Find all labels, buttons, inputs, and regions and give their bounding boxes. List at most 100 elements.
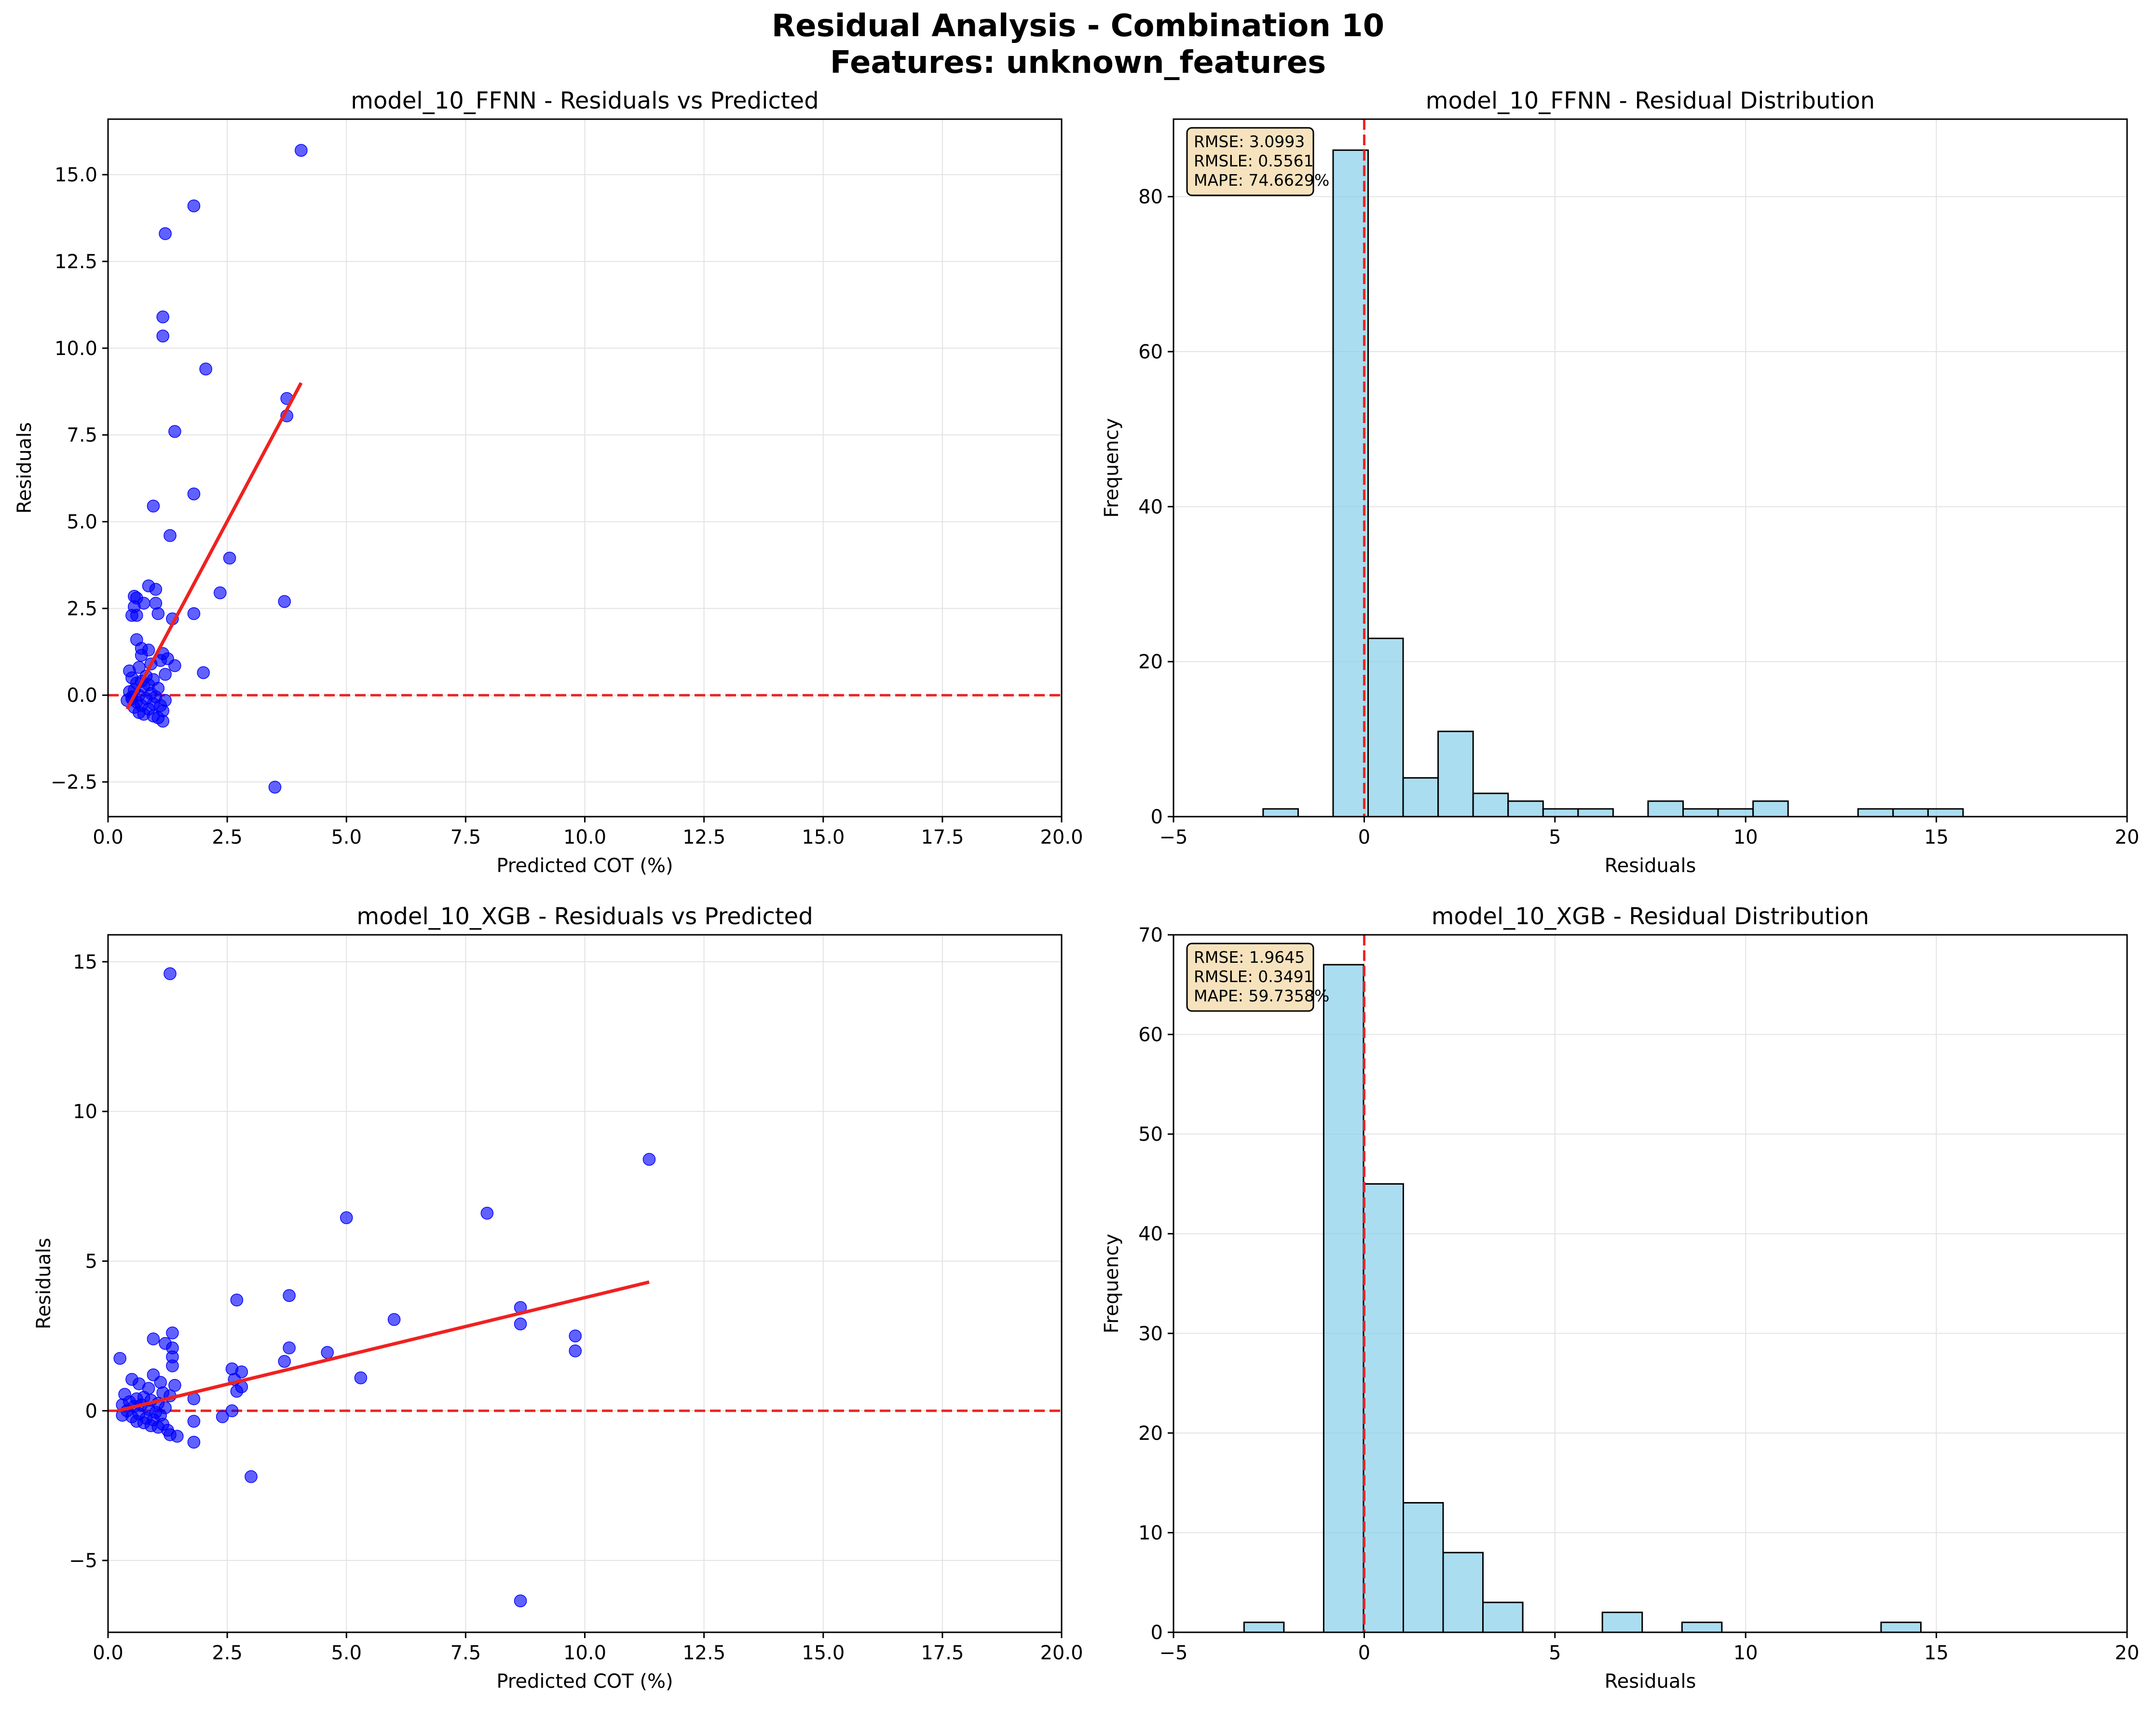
scatter-point <box>283 1341 296 1354</box>
x-tick-label: 2.5 <box>212 1642 243 1664</box>
scatter-point <box>159 668 172 681</box>
scatter-point <box>159 227 172 240</box>
y-tick-label: −5 <box>69 1550 97 1572</box>
x-tick-label: 15 <box>1924 1642 1949 1664</box>
x-tick-label: 20.0 <box>1040 1642 1083 1664</box>
figure-subtitle: Features: unknown_features <box>830 45 1326 81</box>
histogram-bar <box>1892 808 1929 817</box>
x-tick-label: 0.0 <box>93 826 123 848</box>
stats-box-frame <box>1186 943 1314 1012</box>
x-tick-label: 10.0 <box>563 826 606 848</box>
histogram-bar <box>1857 808 1894 817</box>
scatter-point <box>135 649 148 662</box>
scatter-point <box>187 199 201 213</box>
scatter-point <box>156 329 169 342</box>
scatter-point <box>514 1317 527 1331</box>
stats-line: RMSLE: 0.5561 <box>1194 151 1314 170</box>
stats-line: MAPE: 59.7358% <box>1194 986 1329 1005</box>
scatter-point <box>283 1289 296 1302</box>
x-tick-label: 0 <box>1358 826 1370 848</box>
scatter-point <box>321 1346 334 1359</box>
trend-line <box>125 382 303 710</box>
histogram-bar <box>1437 730 1474 817</box>
x-axis-label: Residuals <box>1605 855 1696 877</box>
scatter-point <box>278 595 291 608</box>
scatter-point <box>223 551 236 565</box>
subplot-title: model_10_FFNN - Residuals vs Predicted <box>351 87 819 114</box>
histogram-bar <box>1363 1183 1404 1632</box>
x-tick-label: 10.0 <box>563 1642 606 1664</box>
x-tick-label: 15 <box>1924 826 1949 848</box>
y-tick-label: 5.0 <box>67 511 97 533</box>
y-tick-label: 0 <box>1151 1622 1163 1644</box>
histogram-bar <box>1601 1612 1643 1632</box>
figure-title: Residual Analysis - Combination 10 <box>771 8 1385 44</box>
y-tick-label: 15 <box>73 951 97 973</box>
stats-box-frame <box>1186 127 1314 196</box>
scatter-point <box>295 144 308 157</box>
scatter-point <box>340 1211 353 1224</box>
axes-frame <box>1173 934 2128 1633</box>
histogram-bar <box>1323 964 1365 1632</box>
subplot-title: model_10_XGB - Residual Distribution <box>1432 903 1869 930</box>
x-tick-label: −5 <box>1160 826 1188 848</box>
x-tick-label: 15.0 <box>802 1642 845 1664</box>
plot-area <box>108 967 1062 1608</box>
scatter-point <box>514 1594 527 1608</box>
y-tick-label: 20 <box>1138 1422 1163 1445</box>
y-axis-label: Residuals <box>14 422 36 514</box>
y-tick-label: 5 <box>85 1250 97 1272</box>
x-tick-label: 20 <box>2115 826 2140 848</box>
y-tick-label: 10 <box>73 1101 97 1123</box>
histogram-bar <box>1880 1621 1922 1632</box>
scatter-point <box>214 586 227 600</box>
scatter-point <box>149 597 163 610</box>
scatter-point <box>151 607 165 620</box>
x-tick-label: 10 <box>1733 1642 1758 1664</box>
subplot-title: model_10_XGB - Residuals vs Predicted <box>356 903 813 930</box>
scatter-point <box>387 1313 401 1326</box>
y-tick-label: 80 <box>1138 186 1163 208</box>
x-axis-label: Residuals <box>1605 1670 1696 1693</box>
y-tick-label: 20 <box>1138 651 1163 673</box>
y-tick-label: 0.0 <box>67 684 97 707</box>
histogram-bar <box>1681 1621 1723 1632</box>
histogram-bar <box>1647 800 1684 817</box>
histogram-bar <box>1752 800 1789 817</box>
histogram-bar <box>1402 1502 1444 1632</box>
scatter-point <box>199 362 212 376</box>
y-tick-label: 50 <box>1138 1123 1163 1146</box>
histogram-bar <box>1367 637 1404 817</box>
axes-frame <box>1173 118 2128 818</box>
x-tick-label: 12.5 <box>682 826 725 848</box>
plot-area <box>1243 935 1922 1632</box>
scatter-point <box>166 1326 179 1340</box>
y-tick-label: 2.5 <box>67 598 97 620</box>
x-tick-label: 0 <box>1358 1642 1370 1664</box>
scatter-point <box>216 1410 229 1423</box>
scatter-point <box>197 666 210 679</box>
x-axis-label: Predicted COT (%) <box>496 1670 673 1693</box>
histogram-bar <box>1472 793 1509 817</box>
scatter-point <box>268 780 282 794</box>
scatter-point <box>149 583 163 596</box>
scatter-point <box>168 1379 181 1392</box>
x-tick-label: 10 <box>1733 826 1758 848</box>
scatter-point <box>354 1371 368 1384</box>
y-tick-label: 40 <box>1138 1223 1163 1245</box>
histogram-bar <box>1442 1552 1484 1632</box>
scatter-point <box>156 714 169 728</box>
scatter-point <box>187 1415 201 1428</box>
scatter-point <box>164 967 177 980</box>
scatter-point <box>569 1344 582 1357</box>
x-tick-label: 5 <box>1549 826 1561 848</box>
histogram-bar <box>1542 808 1579 817</box>
stats-line: RMSE: 1.9645 <box>1194 948 1305 967</box>
scatter-point <box>187 487 201 501</box>
histogram-bar <box>1243 1621 1285 1632</box>
histogram-bar <box>1717 808 1754 817</box>
